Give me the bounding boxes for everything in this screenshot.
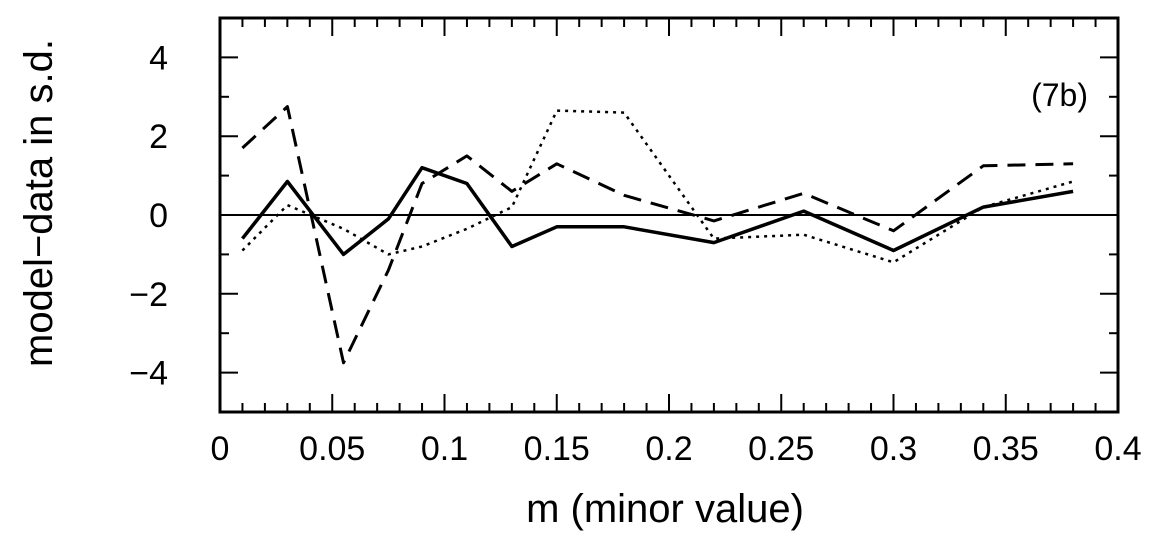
tick-layer [219, 17, 1119, 413]
x-tick-label: 0.35 [973, 430, 1039, 468]
x-axis-title: m (minor value) [526, 487, 804, 531]
x-tick-label: 0.4 [1094, 430, 1141, 468]
x-tick-label: 0.05 [299, 430, 365, 468]
series-line-dashed [241, 105, 1074, 365]
x-tick-label: 0.1 [421, 430, 468, 468]
x-tick-label: 0 [211, 430, 230, 468]
panel-annotation: (7b) [1031, 77, 1088, 113]
y-tick-label: 2 [149, 118, 168, 156]
y-tick-label: −2 [129, 276, 168, 314]
series-line-solid [241, 165, 1074, 257]
x-tick-label: 0.2 [645, 430, 692, 468]
y-axis-title: model−data in s.d. [17, 39, 61, 367]
y-tick-label: 4 [149, 39, 168, 77]
y-tick-label: −4 [129, 355, 168, 393]
tick-label-layer: 0 0.05 0.1 0.15 0.2 0.25 0.3 0.35 0.4 −4 −2 0 2 4 [129, 39, 1141, 468]
y-tick-label: 0 [149, 197, 168, 235]
x-tick-label: 0.3 [870, 430, 917, 468]
series-layer [241, 105, 1074, 365]
series-line-dotted [241, 109, 1074, 264]
x-tick-label: 0.15 [524, 430, 590, 468]
x-tick-label: 0.25 [748, 430, 814, 468]
